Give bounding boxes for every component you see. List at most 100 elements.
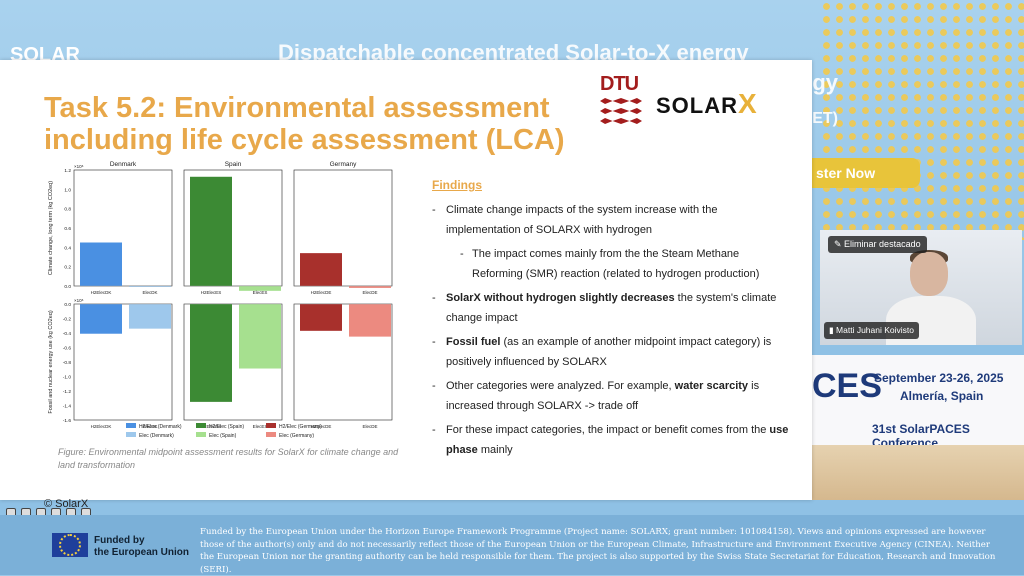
y-tick-label: -0.4 [63,331,72,337]
findings-panel: Findings Climate change impacts of the s… [432,178,792,464]
findings-bold-text: use phase [446,424,789,456]
conference-date: September 23-26, 2025 [874,371,1004,385]
x-tick-label: ElecDK [142,290,157,295]
eu-line1: Funded by [94,535,145,546]
x-tick-label: ElecES [253,424,268,429]
x-tick-label: ElecDE [362,424,377,429]
participant-video[interactable]: ✎ Eliminar destacado ▮ Matti Juhani Koiv… [820,230,1022,345]
chart-bar [80,304,122,334]
findings-item: Other categories were analyzed. For exam… [432,376,792,416]
participant-name-tag: ▮ Matti Juhani Koivisto [824,322,919,339]
copyright: © SolarX [44,498,89,510]
legend-label: Elec (Spain) [209,433,237,439]
chart-bar [300,253,342,286]
funding-disclaimer: Funded by the European Union under the H… [200,527,996,575]
y-tick-label: -1.6 [63,418,72,424]
dtu-band [600,118,642,124]
y-tick-label: -1.2 [63,389,72,395]
chart-bar [190,304,232,402]
findings-list: Climate change impacts of the system inc… [432,200,792,460]
solarx-logo-x: X [738,88,758,119]
unpin-button[interactable]: ✎ Eliminar destacado [828,236,927,253]
x-tick-label: H2ElecDE [311,290,332,295]
solarx-logo-text: SOLAR [656,93,738,118]
eu-funding-label: Funded by the European Union [94,535,189,559]
y-tick-label: -1.4 [63,404,72,410]
x-tick-label: H2ElecDK [91,290,112,295]
y-tick-label: 1.2 [64,168,71,174]
figure-caption: Figure: Environmental midpoint assessmen… [58,447,399,470]
participant-name: Matti Juhani Koivisto [836,325,914,335]
eu-flag-icon [52,533,88,557]
x-tick-label: ElecDK [142,424,157,429]
x-tick-label: H2ElecES [201,424,222,429]
beach-image [812,445,1024,500]
footer: Funded by the European Union Funded by t… [0,515,1024,575]
dtu-band [600,98,642,104]
legend-swatch [196,423,206,428]
findings-bold-text: Fossil fuel [446,336,501,348]
x-tick-label: H2ElecDE [311,424,332,429]
findings-text: (as an example of another midpoint impac… [446,336,772,368]
conference-place: Almería, Spain [900,389,984,403]
pin-icon: ✎ [834,239,845,249]
findings-item: SolarX without hydrogen slightly decreas… [432,288,792,328]
findings-heading: Findings [432,178,482,192]
findings-text: is increased through SOLARX -> trade off [446,380,760,412]
y-tick-label: 0.8 [64,207,71,213]
axis-multiplier: ×10⁶ [74,164,84,169]
legend-swatch [266,432,276,437]
legend-label: H2/Elec (Germany) [279,424,322,430]
x-tick-label: ElecDE [362,290,377,295]
y-tick-label: 0.6 [64,226,71,232]
y-tick-label: -1.0 [63,375,72,381]
bar-chart: Denmark Spain Germany Climate change, long … [48,161,393,439]
findings-text: Other categories were analyzed. For exam… [446,380,675,392]
chart-bar [190,176,232,286]
legend-label: Elec (Germany) [279,433,314,439]
legend-label: Elec (Denmark) [139,433,174,439]
chart-bar [239,304,281,369]
eu-line2: the European Union [94,547,189,558]
findings-bold-text: SolarX without hydrogen slightly decreas… [446,292,675,304]
dtu-band [600,108,642,114]
findings-text: Climate change impacts of the system inc… [446,204,718,236]
findings-item: Fossil fuel (as an example of another mi… [432,332,792,372]
y-tick-label: 1.0 [64,187,71,193]
chart-bar [349,304,391,337]
y-tick-label: -0.2 [63,317,72,323]
presentation-slide: Task 5.2: Environmental assessment inclu… [0,60,812,510]
chart-bar [300,304,342,331]
x-tick-label: H2ElecDK [91,424,112,429]
y-axis-label: Climate change, long term (kg CO2eq) [48,181,54,275]
conference-logo-text: CES [812,367,882,405]
audio-level-icon: ▮ [829,325,837,335]
findings-item: For these impact categories, the impact … [432,420,792,460]
chart-bar [129,286,171,287]
panel-title: Spain [225,161,242,168]
panel-title: Denmark [110,161,137,168]
y-tick-label: 0.0 [64,284,71,290]
chart-bar [239,286,281,291]
slide-title-line2: including life cycle assessment (LCA) [44,124,565,156]
findings-item: Climate change impacts of the system inc… [432,200,792,240]
chart-bar [129,304,171,329]
findings-text: mainly [477,444,513,456]
legend-label: H2/Elec (Denmark) [139,424,182,430]
x-tick-label: ElecES [253,290,268,295]
legend-swatch [126,432,136,437]
dtu-logo-text: DTU [600,73,639,95]
chart-bar [80,242,122,286]
slide-title-line1: Task 5.2: Environmental assessment [44,92,550,124]
dtu-logo: DTU [600,74,642,138]
y-axis-label: Fossil and nuclear energy use (kg CO2eq) [48,310,54,413]
y-tick-label: 0.0 [64,302,71,308]
y-tick-label: -0.6 [63,346,72,352]
conference-banner: CES September 23-26, 2025 Almería, Spain… [812,355,1024,450]
chart-container: Denmark Spain Germany Climate change, long … [46,158,406,449]
findings-subitem: The impact comes mainly from the the Ste… [432,244,792,284]
panel-title: Germany [330,161,357,168]
legend-swatch [266,423,276,428]
legend-swatch [196,432,206,437]
decorative-dots [820,0,1024,240]
